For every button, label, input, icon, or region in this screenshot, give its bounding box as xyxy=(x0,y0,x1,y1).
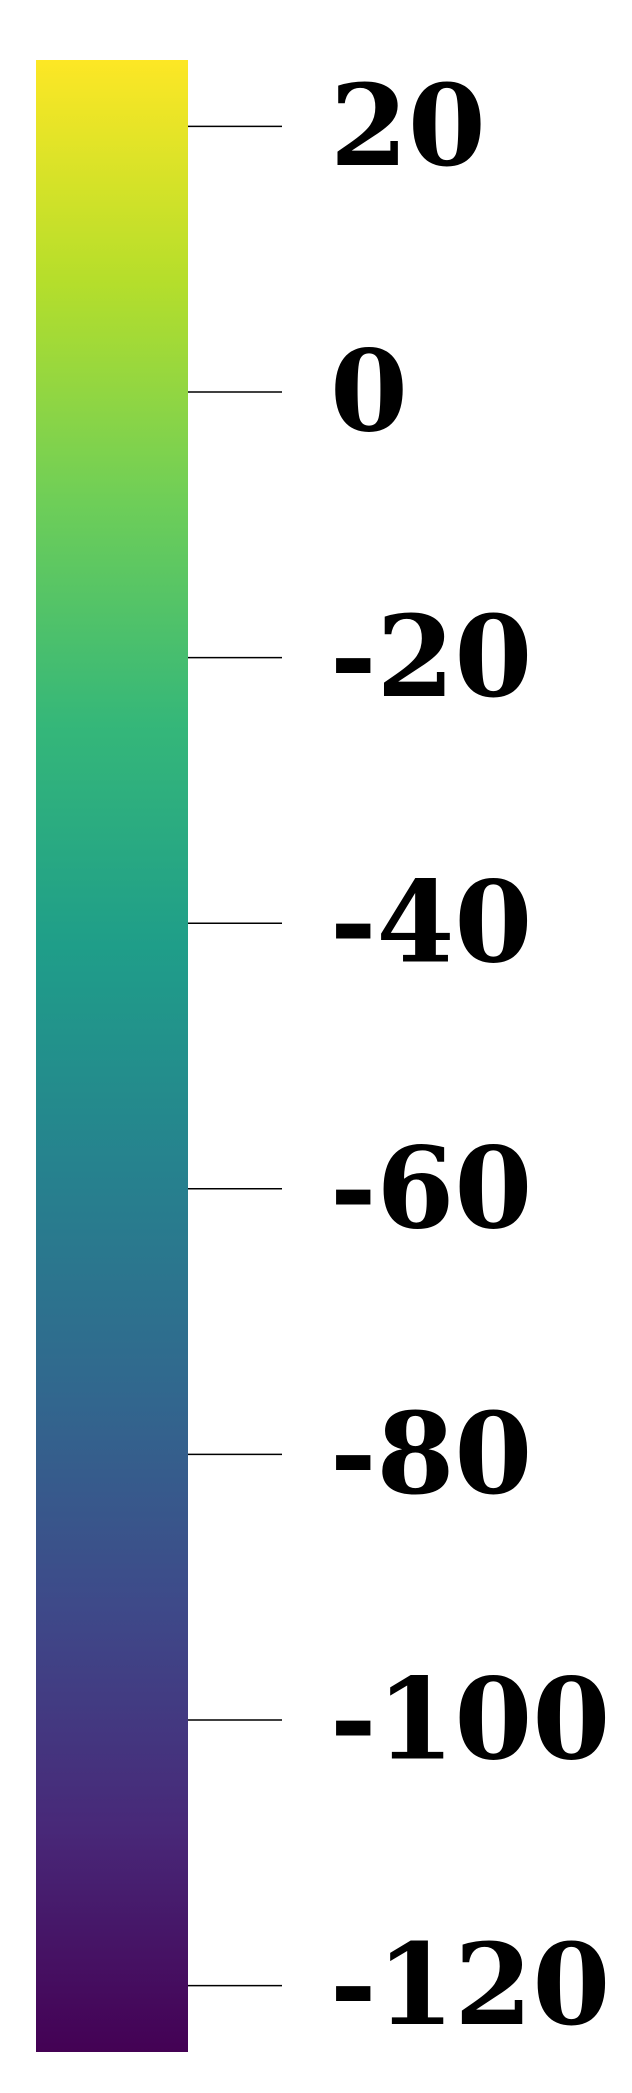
tick-label: -100 xyxy=(330,1655,610,1786)
tick-label: -120 xyxy=(330,1920,610,2051)
tick-label: -20 xyxy=(330,592,532,723)
tick-label: 20 xyxy=(330,61,486,192)
tick-label: -80 xyxy=(330,1389,532,1520)
colorbar-gradient xyxy=(36,60,188,2052)
tick-label: -60 xyxy=(330,1123,532,1254)
tick-label: 0 xyxy=(330,327,408,458)
tick-label: -40 xyxy=(330,858,532,989)
colorbar-ticks: 20 0 -20 -40 -60 -80 -100 -120 xyxy=(188,61,610,2051)
